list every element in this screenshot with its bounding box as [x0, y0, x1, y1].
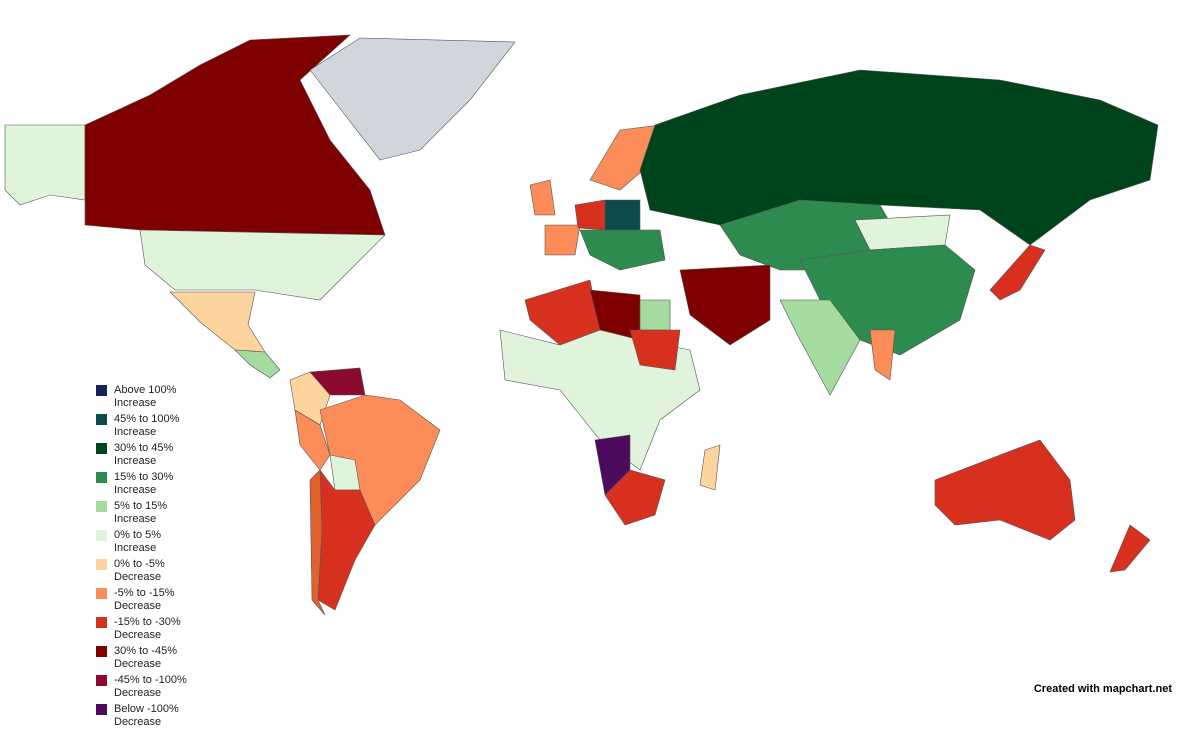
legend-swatch	[96, 385, 107, 396]
country	[4, 124, 86, 206]
legend-swatch	[96, 443, 107, 454]
country	[679, 264, 771, 346]
legend-label: 45% to 100% Increase	[114, 413, 180, 438]
country	[604, 469, 666, 526]
legend-label: -15% to -30% Decrease	[114, 616, 181, 641]
country	[544, 224, 581, 256]
legend-label: 5% to 15% Increase	[114, 500, 168, 525]
legend-label: Below -100% Decrease	[114, 703, 179, 728]
legend-swatch	[96, 559, 107, 570]
country	[639, 69, 1159, 246]
legend-label: 15% to 30% Increase	[114, 471, 174, 496]
country	[574, 199, 606, 231]
country	[629, 329, 681, 371]
legend-item: -45% to -100% Decrease	[96, 674, 200, 700]
legend-label: 30% to -45% Decrease	[114, 645, 177, 670]
country	[294, 409, 331, 471]
legend-label: -5% to -15% Decrease	[114, 587, 175, 612]
legend: Above 100% Increase 45% to 100% Increase 3…	[96, 384, 200, 732]
country	[699, 444, 721, 491]
country	[234, 349, 281, 379]
country	[779, 299, 861, 396]
legend-swatch	[96, 646, 107, 657]
legend-label: 0% to 5% Increase	[114, 529, 162, 554]
legend-item: Below -100% Decrease	[96, 703, 200, 729]
world-map	[4, 34, 1159, 616]
legend-item: -5% to -15% Decrease	[96, 587, 200, 613]
legend-item: 0% to 5% Increase	[96, 529, 200, 555]
country	[529, 179, 556, 216]
country	[579, 229, 666, 271]
legend-item: 30% to -45% Decrease	[96, 645, 200, 671]
country	[139, 229, 386, 301]
country	[1109, 524, 1151, 573]
legend-swatch	[96, 472, 107, 483]
legend-item: 45% to 100% Increase	[96, 413, 200, 439]
country	[604, 199, 641, 231]
legend-item: 5% to 15% Increase	[96, 500, 200, 526]
credit: Created with mapchart.net	[1033, 683, 1172, 695]
legend-swatch	[96, 414, 107, 425]
country	[639, 299, 671, 331]
legend-label: Above 100% Increase	[114, 384, 177, 409]
legend-label: 0% to -5% Decrease	[114, 558, 165, 583]
legend-swatch	[96, 501, 107, 512]
legend-item: 30% to 45% Increase	[96, 442, 200, 468]
legend-swatch	[96, 675, 107, 686]
country	[309, 469, 326, 616]
country	[989, 244, 1046, 301]
legend-swatch	[96, 588, 107, 599]
page-body: Above 100% Increase 45% to 100% Increase 3…	[4, 34, 1172, 728]
page: World map {"legend": {"items": [ {"label…	[4, 34, 1172, 728]
legend-item: Above 100% Increase	[96, 384, 200, 410]
legend-swatch	[96, 617, 107, 628]
legend-label: 30% to 45% Increase	[114, 442, 174, 467]
legend-swatch	[96, 530, 107, 541]
country	[309, 37, 516, 161]
legend-label: -45% to -100% Decrease	[114, 674, 187, 699]
legend-item: 15% to 30% Increase	[96, 471, 200, 497]
country	[84, 34, 386, 236]
legend-item: 0% to -5% Decrease	[96, 558, 200, 584]
country	[869, 329, 896, 381]
country	[854, 214, 951, 251]
legend-item: -15% to -30% Decrease	[96, 616, 200, 642]
country	[934, 439, 1076, 541]
country	[169, 291, 266, 353]
